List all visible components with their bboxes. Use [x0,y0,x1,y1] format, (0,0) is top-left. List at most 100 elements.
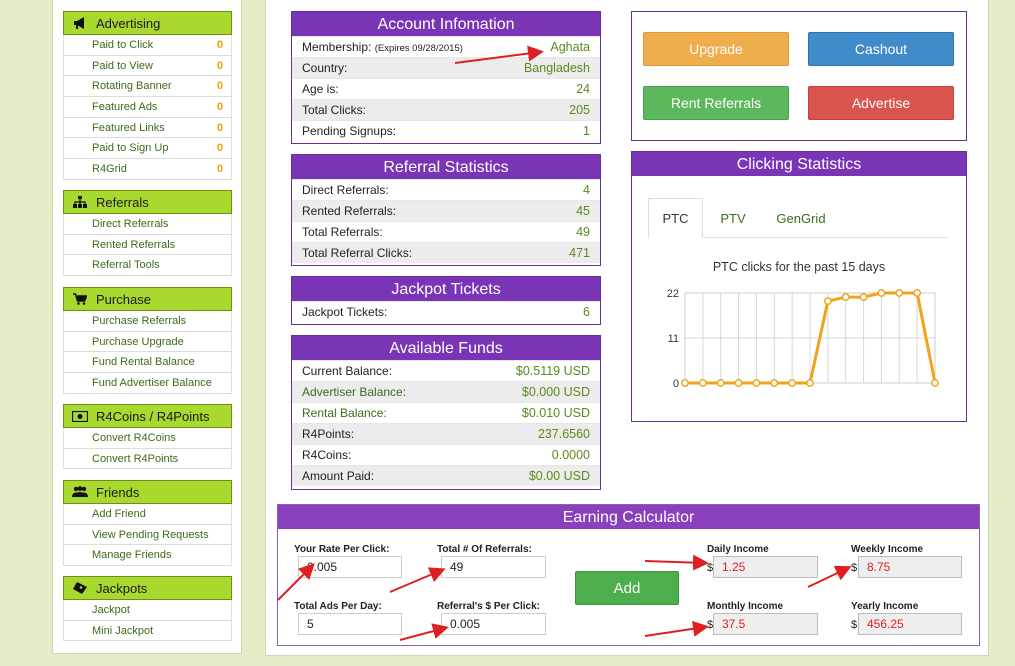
tab-gengrid[interactable]: GenGrid [776,210,826,226]
advertise-button[interactable]: Advertise [808,86,954,120]
sidebar-item-convert-r4coins[interactable]: Convert R4Coins [63,428,232,449]
row-value: $0.010 USD [521,406,590,420]
tab-ptc[interactable]: PTC [648,198,703,238]
account-row-membership: Membership: (Expires 09/28/2015) Aghata [292,36,600,57]
sidebar-item-label: Convert R4Points [92,452,179,465]
sidebar-item-rotating-banner[interactable]: Rotating Banner 0 [63,76,232,98]
count-badge: 0 [216,142,223,155]
arrow-total-referrals [389,567,446,593]
data-point [806,379,814,387]
sidebar-section-friends: Friends Add Friend View Pending Requests… [63,480,232,567]
row-value: 0.0000 [551,448,590,462]
sidebar-item-mini-jackpot[interactable]: Mini Jackpot [63,620,232,642]
row-value: 471 [569,246,590,260]
monthly-income-output: 37.5 [713,613,818,635]
total-referrals-input[interactable]: 49 [441,556,546,578]
row-label: Total Clicks: [302,103,367,117]
upgrade-button[interactable]: Upgrade [643,32,789,66]
sidebar-item-view-pending-requests[interactable]: View Pending Requests [63,524,232,546]
sidebar-item-add-friend[interactable]: Add Friend [63,504,232,525]
currency-symbol: $ [851,562,858,574]
currency-symbol: $ [707,562,714,574]
sidebar-item-r4grid[interactable]: R4Grid 0 [63,159,232,180]
data-point [716,379,725,387]
sidebar-item-featured-ads[interactable]: Featured Ads 0 [63,97,232,118]
sidebar: Advertising Paid to Click 0 Paid to View 0… [52,0,242,654]
yearly-income-label: Yearly Income [851,601,919,612]
sidebar-item-paid-to-sign-up[interactable]: Paid to Sign Up 0 [63,138,232,160]
tab-ptv[interactable]: PTV [720,210,746,226]
sidebar-header-referrals: Referrals [63,190,232,214]
data-point [859,293,868,302]
ads-per-day-label: Total Ads Per Day: [294,601,382,612]
row-value: Bangladesh [523,61,590,75]
row-label: Amount Paid: [302,469,375,483]
money-icon [72,409,88,423]
account-row-total-clicks: Total Clicks: 205 [292,99,600,120]
sidebar-header-label: R4Coins / R4Points [96,408,210,424]
sidebar-item-label: Paid to Sign Up [92,142,169,155]
sidebar-section-referrals: Referrals Direct Referrals Rented Referr… [63,190,232,277]
sidebar-item-direct-referrals[interactable]: Direct Referrals [63,214,232,235]
sidebar-item-label: Fund Rental Balance [92,356,195,369]
row-label: Total Referrals: [302,225,383,239]
account-row-age: Age is: 24 [292,78,600,99]
sidebar-item-paid-to-click[interactable]: Paid to Click 0 [63,35,232,56]
sidebar-item-label: Featured Links [92,121,165,134]
account-info-title: Account Infomation [292,12,600,36]
available-funds-title: Available Funds [292,336,600,360]
arrow-daily-income [644,554,709,571]
row-label[interactable]: Rental Balance: [302,406,387,420]
data-point [698,379,707,387]
sidebar-item-manage-friends[interactable]: Manage Friends [63,545,232,567]
rent-referrals-button[interactable]: Rent Referrals [643,86,789,120]
total-referrals-label: Total # Of Referrals: [437,544,532,555]
row-label: Membership: [302,40,372,54]
clicking-tabs: PTC PTV GenGrid [648,198,948,238]
sidebar-section-advertising: Advertising Paid to Click 0 Paid to View 0… [63,11,232,180]
sidebar-item-fund-rental-balance[interactable]: Fund Rental Balance [63,352,232,374]
sidebar-item-label: Purchase Referrals [92,314,187,327]
ads-per-day-input[interactable]: 5 [298,613,402,635]
sidebar-header-label: Referrals [96,194,149,210]
referral-rate-input[interactable]: 0.005 [441,613,546,635]
sidebar-item-label: Referral Tools [92,259,160,272]
sidebar-section-jackpots: Jackpots Jackpot Mini Jackpot [63,576,232,642]
jackpot-tickets-box: Jackpot Tickets Jackpot Tickets: 6 [291,276,601,325]
clicking-stats-title: Clicking Statistics [632,152,966,176]
sidebar-header-purchase: Purchase [63,287,232,311]
row-value: $0.5119 USD [515,364,590,378]
sidebar-item-purchase-upgrade[interactable]: Purchase Upgrade [63,331,232,353]
arrow-monthly-income [644,620,709,637]
row-label: Country: [302,61,348,75]
cashout-button[interactable]: Cashout [808,32,954,66]
earning-calculator-title: Earning Calculator [278,505,979,529]
add-button[interactable]: Add [575,571,679,605]
sidebar-item-rented-referrals[interactable]: Rented Referrals [63,234,232,256]
sidebar-item-fund-advertiser-balance[interactable]: Fund Advertiser Balance [63,373,232,394]
row-label: Age is: [302,82,339,96]
sidebar-item-label: Jackpot [92,603,130,616]
sidebar-item-referral-tools[interactable]: Referral Tools [63,255,232,277]
sidebar-item-convert-r4points[interactable]: Convert R4Points [63,448,232,470]
sidebar-item-jackpot[interactable]: Jackpot [63,600,232,621]
earning-calculator-box: Earning Calculator Your Rate Per Click: … [277,504,980,646]
row-value: 4 [583,183,590,197]
sidebar-item-purchase-referrals[interactable]: Purchase Referrals [63,311,232,332]
sidebar-item-paid-to-view[interactable]: Paid to View 0 [63,55,232,77]
yearly-income-output: 456.25 [858,613,962,635]
sidebar-item-label: View Pending Requests [92,528,209,541]
jackpot-tickets-title: Jackpot Tickets [292,277,600,301]
row-label: Pending Signups: [302,124,397,138]
sidebar-item-label: Mini Jackpot [92,624,154,637]
sidebar-item-featured-links[interactable]: Featured Links 0 [63,117,232,139]
row-label[interactable]: Advertiser Balance: [302,385,407,399]
funds-row-advertiser-balance[interactable]: Advertiser Balance: $0.000 USD [292,381,600,402]
row-value: $0.000 USD [521,385,590,399]
y-tick-label: 0 [673,378,679,390]
funds-row-rental-balance[interactable]: Rental Balance: $0.010 USD [292,402,600,423]
daily-income-label: Daily Income [707,544,769,555]
sidebar-header-coins: R4Coins / R4Points [63,404,232,428]
referral-row-total: Total Referrals: 49 [292,221,600,242]
sidebar-section-coins: R4Coins / R4Points Convert R4Coins Conve… [63,404,232,470]
